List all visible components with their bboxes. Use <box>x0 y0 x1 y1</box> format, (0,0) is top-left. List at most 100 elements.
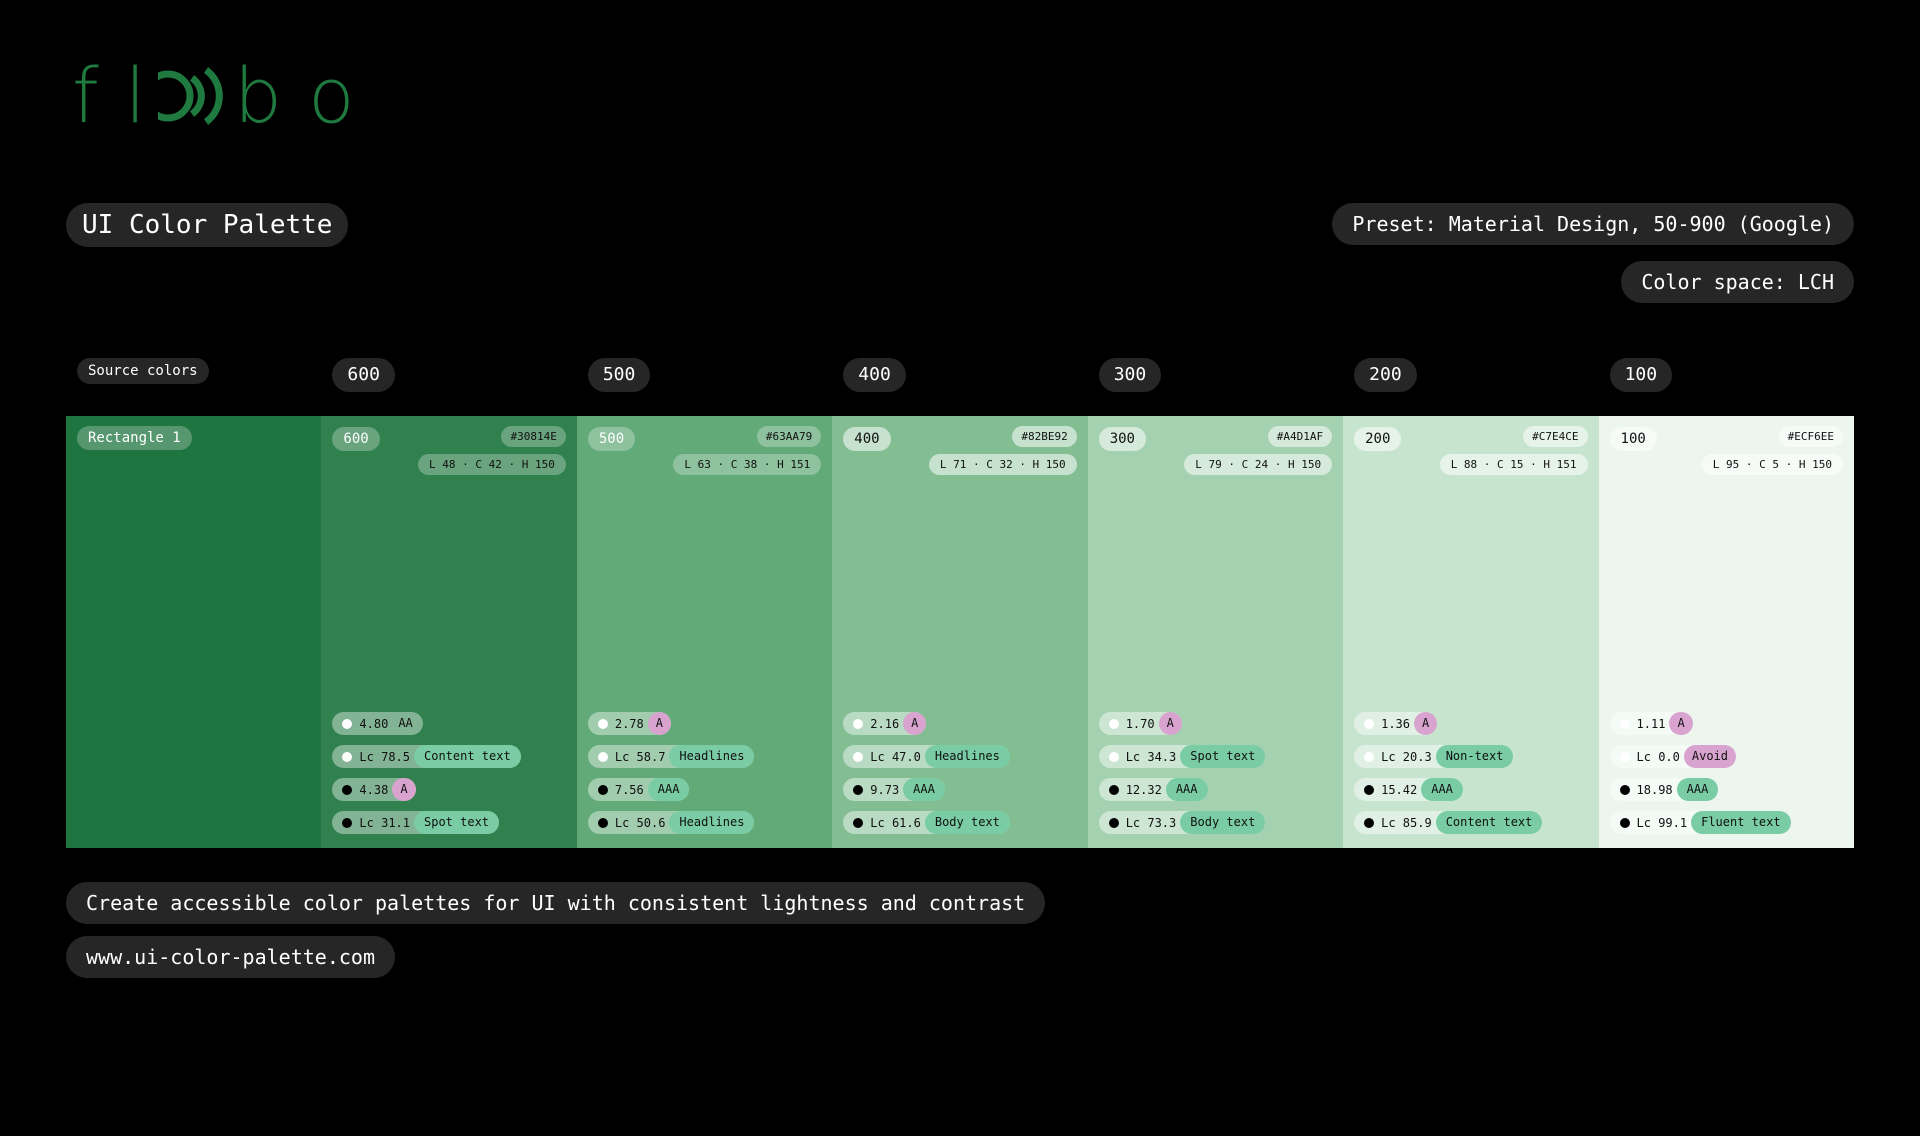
white-dot-icon <box>1619 718 1630 729</box>
source-swatch[interactable]: Rectangle 1 <box>66 416 322 848</box>
metric-value: 18.98 <box>1610 778 1677 801</box>
metric-value: 12.32 <box>1099 778 1166 801</box>
column-header-400: 400 <box>843 358 906 392</box>
metric-row: 9.73 AAA <box>843 778 945 801</box>
lch-chip: L 88 · C 15 · H 151 <box>1439 454 1588 475</box>
metric-value-text: Lc 50.6 <box>614 815 666 830</box>
metric-tag: A <box>1158 712 1182 735</box>
black-dot-icon <box>597 817 608 828</box>
swatch-500[interactable]: 500 #63AA79 L 63 · C 38 · H 151 2.78 A Lc 58.… <box>576 416 833 848</box>
white-dot-icon <box>597 751 608 762</box>
metric-value: Lc 50.6 <box>588 811 670 834</box>
white-dot-icon <box>853 718 864 729</box>
swatch-step-chip: 500 <box>587 427 636 451</box>
swatch-600[interactable]: 600 #30814E L 48 · C 42 · H 150 4.80 AA Lc 78… <box>321 416 577 848</box>
metric-row: Lc 47.0 Headlines <box>843 745 1010 768</box>
metric-value: Lc 99.1 <box>1610 811 1692 834</box>
hex-chip[interactable]: #30814E <box>501 426 566 447</box>
black-dot-icon <box>1619 784 1630 795</box>
swatch-100[interactable]: 100 #ECF6EE L 95 · C 5 · H 150 1.11 A Lc 0.0 A… <box>1598 416 1854 848</box>
metric-value-text: Lc 73.3 <box>1125 815 1177 830</box>
white-dot-icon <box>597 718 608 729</box>
metric-row: Lc 58.7 Headlines <box>587 745 755 768</box>
metric-row: Lc 31.1 Spot text <box>332 811 500 834</box>
white-dot-icon <box>342 751 353 762</box>
metric-value: Lc 73.3 <box>1099 811 1181 834</box>
metric-value-text: 7.56 <box>614 782 644 797</box>
white-dot-icon <box>1108 751 1119 762</box>
swatch-400[interactable]: 400 #82BE92 L 71 · C 32 · H 150 2.16 A Lc 47.… <box>832 416 1088 848</box>
white-dot-icon <box>1364 751 1375 762</box>
swatch-300[interactable]: 300 #A4D1AF L 79 · C 24 · H 150 1.70 A Lc 34.… <box>1087 416 1344 848</box>
source-name-chip: Rectangle 1 <box>77 426 192 450</box>
hex-chip[interactable]: #82BE92 <box>1012 426 1077 447</box>
metric-row: Lc 50.6 Headlines <box>587 811 755 834</box>
swatch-200[interactable]: 200 #C7E4CE L 88 · C 15 · H 151 1.36 A Lc 20.… <box>1343 416 1599 848</box>
metric-row: 4.80 AA <box>332 712 423 735</box>
metric-value: Lc 58.7 <box>588 745 670 768</box>
contrast-metrics: 2.78 A Lc 58.7 Headlines 7.56 AAA Lc 50.6 Headl… <box>587 712 755 844</box>
preset-badge: Preset: Material Design, 50-900 (Google) <box>1332 203 1854 245</box>
metric-tag: AAA <box>1676 778 1719 801</box>
metric-value: Lc 85.9 <box>1354 811 1436 834</box>
black-dot-icon <box>1364 784 1375 795</box>
metric-row: 1.36 A <box>1354 712 1438 735</box>
lch-chip: L 63 · C 38 · H 151 <box>673 454 822 475</box>
tagline: Create accessible color palettes for UI … <box>66 882 1046 924</box>
website-url[interactable]: www.ui-color-palette.com <box>66 936 395 978</box>
black-dot-icon <box>1108 784 1119 795</box>
contrast-metrics: 1.36 A Lc 20.3 Non-text 15.42 AAA Lc 85.9 Conte… <box>1354 712 1543 844</box>
column-header-500: 500 <box>587 358 651 392</box>
swatch-step-chip: 100 <box>1609 427 1657 451</box>
lch-chip: L 79 · C 24 · H 150 <box>1184 454 1333 475</box>
hex-chip[interactable]: #63AA79 <box>756 426 822 447</box>
page-title: UI Color Palette <box>66 203 349 247</box>
swatch-step-chip: 200 <box>1354 427 1402 451</box>
metric-row: 1.11 A <box>1609 712 1693 735</box>
metric-tag: A <box>647 712 671 735</box>
metric-value-text: 2.78 <box>614 716 644 731</box>
metric-value: 4.38 <box>332 778 392 801</box>
metric-row: 12.32 AAA <box>1098 778 1208 801</box>
swatch-step-chip: 300 <box>1098 427 1146 451</box>
logo-text-right: bo <box>233 51 381 140</box>
hex-chip[interactable]: #C7E4CE <box>1523 426 1588 447</box>
metric-value-text: Lc 31.1 <box>359 815 410 830</box>
source-colors-label: Source colors <box>77 358 209 384</box>
logo-wave-icon <box>157 67 223 125</box>
metric-tag: Headlines <box>669 745 755 768</box>
metric-row: Lc 73.3 Body text <box>1098 811 1266 834</box>
swatch-step-chip: 400 <box>843 427 891 451</box>
contrast-metrics: 1.70 A Lc 34.3 Spot text 12.32 AAA Lc 73.3 Body… <box>1098 712 1266 844</box>
metric-value-text: Lc 99.1 <box>1636 815 1688 830</box>
black-dot-icon <box>853 784 864 795</box>
black-dot-icon <box>597 784 608 795</box>
metric-value-text: Lc 34.3 <box>1125 749 1177 764</box>
metric-value-text: 1.36 <box>1381 716 1411 731</box>
contrast-metrics: 1.11 A Lc 0.0 Avoid 18.98 AAA Lc 99.1 Fluent te… <box>1609 712 1791 844</box>
metric-value-text: 1.11 <box>1636 716 1666 731</box>
metric-value: 2.78 <box>588 712 648 735</box>
metric-tag: A <box>1669 712 1693 735</box>
metric-row: 7.56 AAA <box>587 778 690 801</box>
metric-value: 7.56 <box>588 778 648 801</box>
metric-tag: AAA <box>647 778 690 801</box>
column-header-200: 200 <box>1354 358 1417 392</box>
metric-tag: Body text <box>924 811 1010 834</box>
metric-tag: AAA <box>1165 778 1208 801</box>
metric-value-text: 18.98 <box>1636 782 1673 797</box>
metric-value: Lc 20.3 <box>1354 745 1436 768</box>
metric-value-text: Lc 20.3 <box>1381 749 1432 764</box>
hex-chip[interactable]: #ECF6EE <box>1778 426 1843 447</box>
metric-value: Lc 31.1 <box>332 811 414 834</box>
metric-value-text: 15.42 <box>1381 782 1418 797</box>
black-dot-icon <box>342 784 353 795</box>
metric-row: Lc 78.5 Content text <box>332 745 521 768</box>
hex-chip[interactable]: #A4D1AF <box>1267 426 1333 447</box>
black-dot-icon <box>342 817 353 828</box>
metric-value-text: 2.16 <box>870 716 900 731</box>
metric-row: 2.16 A <box>843 712 927 735</box>
black-dot-icon <box>853 817 864 828</box>
white-dot-icon <box>853 751 864 762</box>
metric-value: 2.16 <box>843 712 903 735</box>
